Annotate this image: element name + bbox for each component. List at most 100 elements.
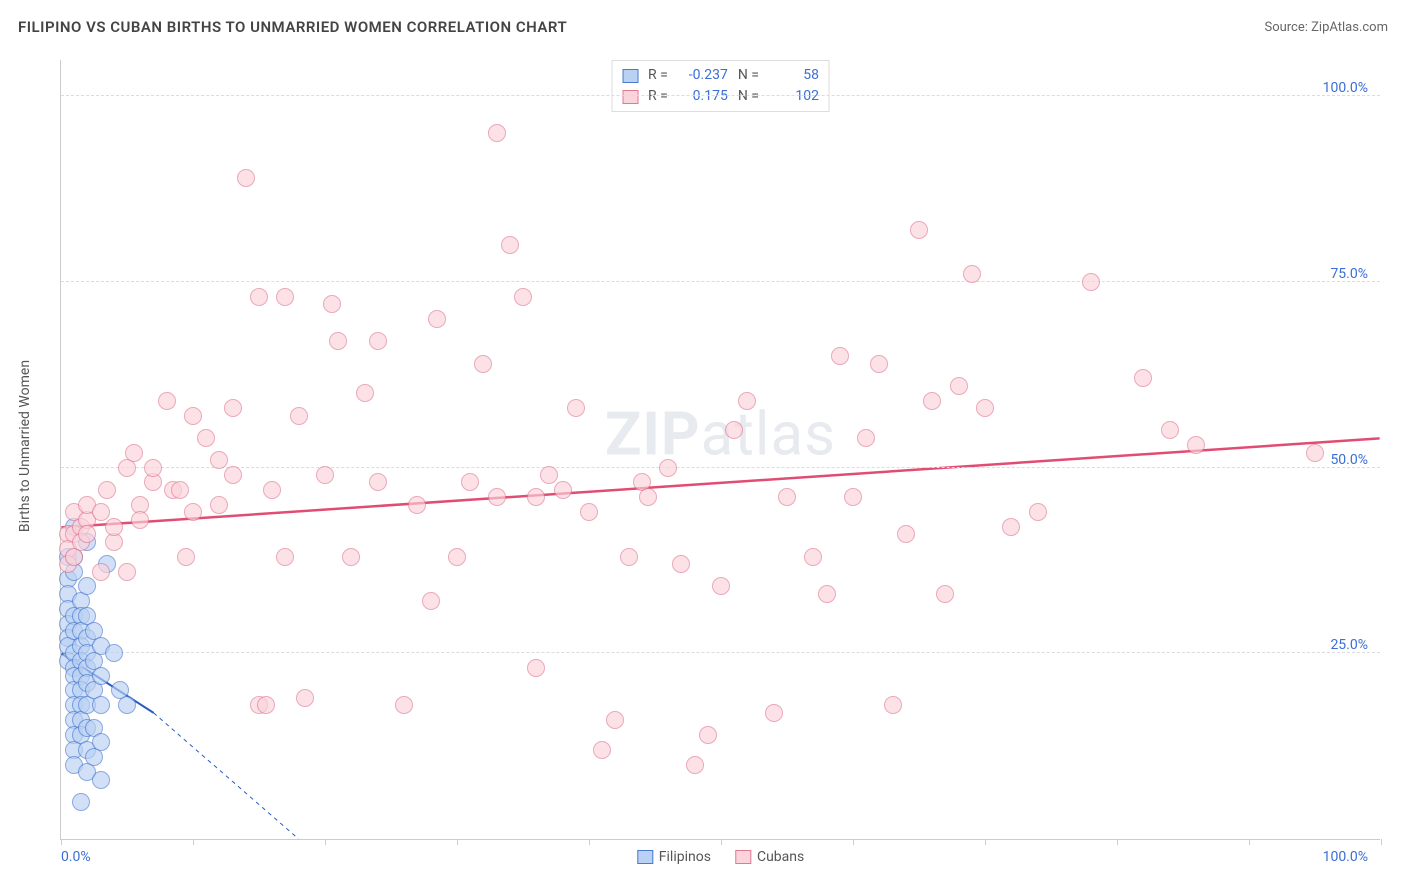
watermark: ZIPatlas: [605, 398, 836, 469]
data-point: [125, 444, 143, 462]
series-swatch: [622, 69, 638, 83]
data-point: [323, 295, 341, 313]
data-point: [474, 355, 492, 373]
data-point: [699, 726, 717, 744]
data-point: [369, 332, 387, 350]
data-point: [210, 496, 228, 514]
data-point: [844, 488, 862, 506]
x-tick: [721, 839, 722, 845]
x-tick: [1117, 839, 1118, 845]
x-tick: [853, 839, 854, 845]
data-point: [224, 399, 242, 417]
data-point: [488, 124, 506, 142]
data-point: [422, 592, 440, 610]
data-point: [725, 421, 743, 439]
data-point: [461, 473, 479, 491]
x-tick: [1249, 839, 1250, 845]
data-point: [950, 377, 968, 395]
data-point: [857, 429, 875, 447]
data-point: [92, 503, 110, 521]
data-point: [158, 392, 176, 410]
data-point: [92, 696, 110, 714]
data-point: [78, 577, 96, 595]
x-tick: [589, 839, 590, 845]
legend-label: Cubans: [757, 849, 804, 865]
gridline: [61, 281, 1380, 282]
data-point: [870, 355, 888, 373]
data-point: [1029, 503, 1047, 521]
data-point: [92, 563, 110, 581]
series-swatch: [622, 90, 638, 104]
data-point: [92, 771, 110, 789]
data-point: [672, 555, 690, 573]
data-point: [257, 696, 275, 714]
data-point: [831, 347, 849, 365]
stats-row: R =0.175N =102: [622, 86, 819, 107]
data-point: [276, 548, 294, 566]
data-point: [210, 451, 228, 469]
data-point: [144, 459, 162, 477]
data-point: [329, 332, 347, 350]
data-point: [296, 689, 314, 707]
scatter-plot-area: ZIPatlas R =-0.237N =58R =0.175N =102 0.…: [60, 60, 1380, 840]
data-point: [316, 466, 334, 484]
data-point: [606, 711, 624, 729]
data-point: [290, 407, 308, 425]
data-point: [527, 488, 545, 506]
legend-bottom: Filipinos Cubans: [637, 849, 804, 865]
data-point: [78, 525, 96, 543]
data-point: [448, 548, 466, 566]
y-tick-label: 75.0%: [1330, 266, 1368, 282]
data-point: [884, 696, 902, 714]
gridline: [61, 652, 1380, 653]
data-point: [593, 741, 611, 759]
data-point: [184, 503, 202, 521]
data-point: [92, 733, 110, 751]
data-point: [620, 548, 638, 566]
data-point: [356, 384, 374, 402]
data-point: [237, 169, 255, 187]
data-point: [1187, 436, 1205, 454]
data-point: [105, 518, 123, 536]
data-point: [105, 644, 123, 662]
data-point: [501, 236, 519, 254]
legend-swatch: [735, 850, 751, 864]
y-tick-label: 50.0%: [1330, 452, 1368, 468]
trend-line-extrapolated: [154, 713, 299, 839]
r-value: -0.237: [678, 65, 728, 86]
data-point: [554, 481, 572, 499]
data-point: [224, 466, 242, 484]
data-point: [118, 696, 136, 714]
data-point: [488, 488, 506, 506]
data-point: [686, 756, 704, 774]
data-point: [639, 488, 657, 506]
data-point: [131, 511, 149, 529]
x-axis-label-min: 0.0%: [61, 849, 91, 865]
data-point: [171, 481, 189, 499]
data-point: [712, 577, 730, 595]
x-tick: [193, 839, 194, 845]
data-point: [1082, 273, 1100, 291]
data-point: [804, 548, 822, 566]
chart-header: FILIPINO VS CUBAN BIRTHS TO UNMARRIED WO…: [18, 18, 1388, 36]
data-point: [1134, 369, 1152, 387]
data-point: [1002, 518, 1020, 536]
y-tick-label: 25.0%: [1330, 637, 1368, 653]
r-value: 0.175: [678, 86, 728, 107]
x-tick: [61, 839, 62, 845]
data-point: [72, 793, 90, 811]
data-point: [92, 667, 110, 685]
data-point: [976, 399, 994, 417]
data-point: [263, 481, 281, 499]
y-axis-label: Births to Unmarried Women: [17, 360, 33, 532]
data-point: [98, 481, 116, 499]
data-point: [184, 407, 202, 425]
watermark-bold: ZIP: [605, 398, 701, 469]
x-tick: [457, 839, 458, 845]
data-point: [250, 288, 268, 306]
data-point: [1161, 421, 1179, 439]
n-value: 102: [769, 86, 819, 107]
gridline: [61, 467, 1380, 468]
legend-item: Filipinos: [637, 849, 711, 865]
source-label: Source: ZipAtlas.com: [1264, 20, 1388, 35]
